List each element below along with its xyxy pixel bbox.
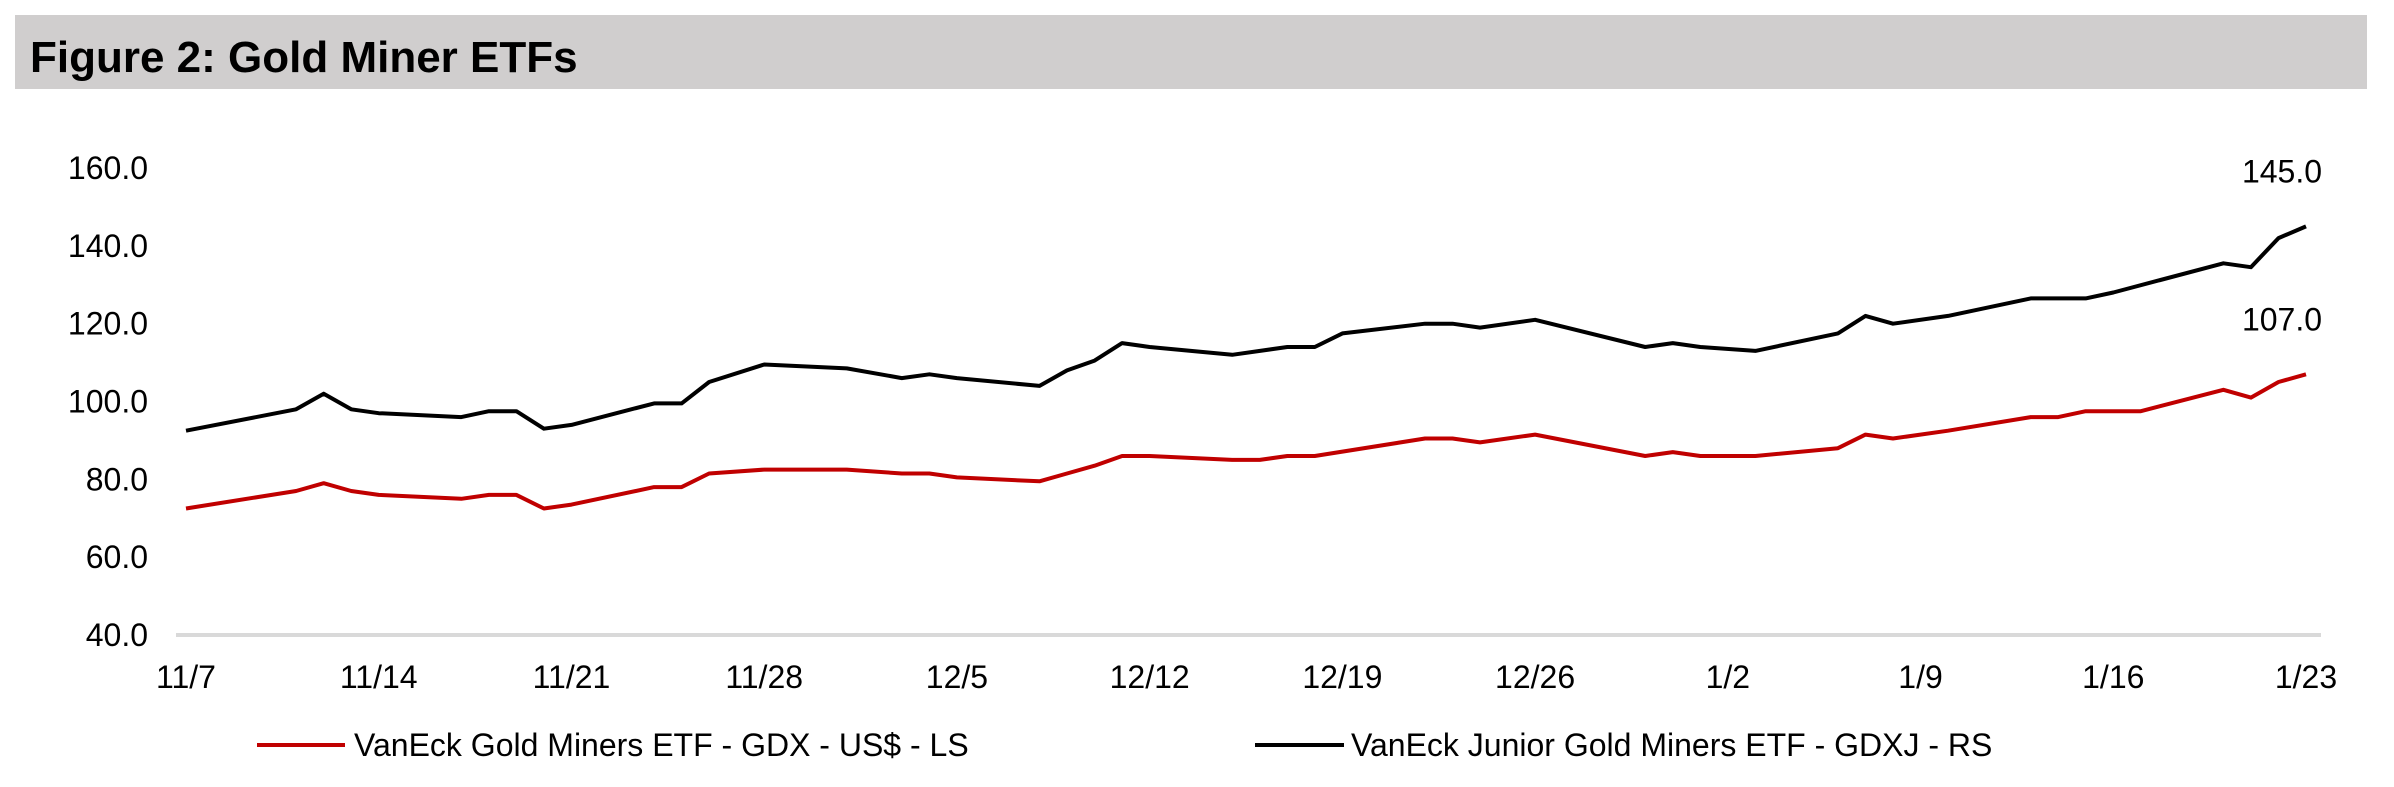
end-value-label: 107.0 (2242, 301, 2322, 337)
legend-label: VanEck Junior Gold Miners ETF - GDXJ - R… (1351, 727, 1992, 763)
x-tick-label: 1/16 (2082, 659, 2144, 695)
x-tick-label: 11/14 (340, 659, 418, 695)
x-tick-label: 11/28 (725, 659, 803, 695)
y-tick-label: 160.0 (68, 150, 148, 186)
x-tick-label: 12/5 (926, 659, 988, 695)
x-tick-label: 12/12 (1110, 659, 1190, 695)
x-tick-label: 1/9 (1898, 659, 1942, 695)
title-bar (15, 15, 2367, 89)
series-line-gdx (185, 372, 2307, 511)
x-tick-label: 11/7 (156, 659, 216, 695)
series-line-gdxj (185, 224, 2307, 433)
y-tick-label: 140.0 (68, 228, 148, 264)
legend-label: VanEck Gold Miners ETF - GDX - US$ - LS (354, 727, 969, 763)
y-tick-label: 120.0 (68, 306, 148, 342)
x-tick-label: 11/21 (533, 659, 611, 695)
y-tick-label: 40.0 (86, 617, 148, 653)
x-tick-label: 1/23 (2275, 659, 2337, 695)
x-tick-label: 12/19 (1302, 659, 1382, 695)
x-tick-label: 12/26 (1495, 659, 1575, 695)
y-tick-label: 80.0 (86, 461, 148, 497)
y-tick-label: 100.0 (68, 384, 148, 420)
y-tick-label: 60.0 (86, 539, 148, 575)
end-value-label: 145.0 (2242, 153, 2322, 189)
chart-title: Figure 2: Gold Miner ETFs (30, 33, 578, 82)
x-tick-label: 1/2 (1706, 659, 1750, 695)
